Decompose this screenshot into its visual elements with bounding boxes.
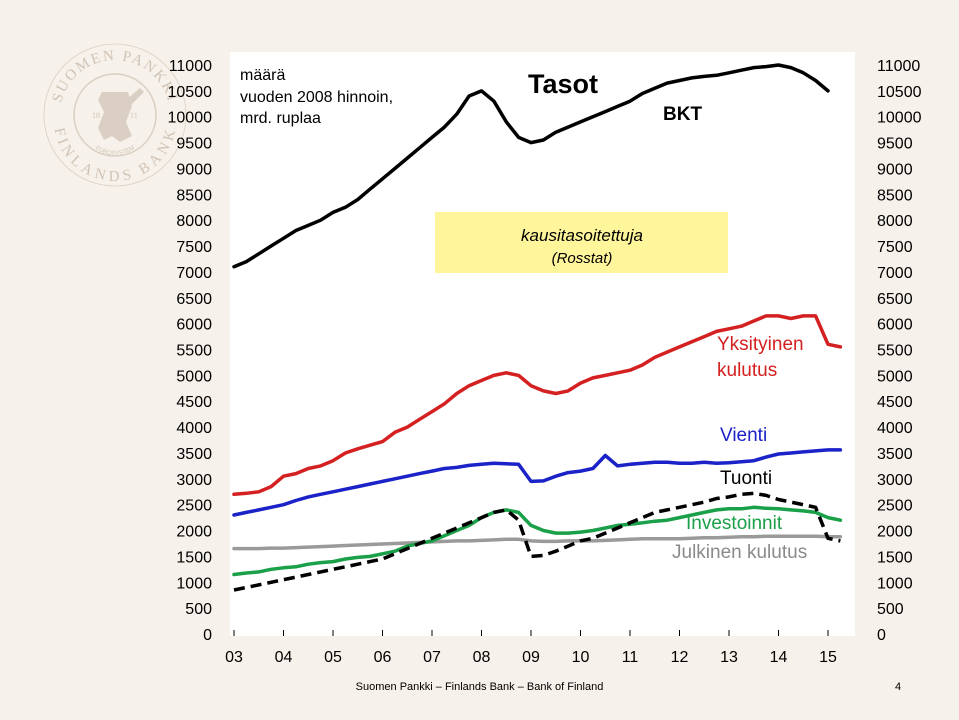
logo-eurosystem-text: EUROSYSTEM — [94, 145, 136, 157]
label-bkt: BKT — [663, 104, 702, 125]
label-public-consumption: Julkinen kulutus — [672, 542, 807, 563]
seasonal-note-box — [435, 212, 728, 273]
y-tick-label-right: 2500 — [877, 498, 913, 515]
y-tick-label-right: 6500 — [877, 291, 913, 308]
y-tick-label-left: 2000 — [176, 524, 212, 541]
y-tick-label-right: 3500 — [877, 446, 913, 463]
label-imports: Tuonti — [720, 468, 772, 489]
y-tick-label-right: 5500 — [877, 343, 913, 360]
y-tick-label-right: 3000 — [877, 472, 913, 489]
y-tick-label-left: 7500 — [176, 239, 212, 256]
y-tick-label-right: 6000 — [877, 317, 913, 334]
y-tick-label-right: 8500 — [877, 187, 913, 204]
logo-year-left: 18 — [92, 111, 100, 120]
unit-note-line-2: vuoden 2008 hinnoin, — [240, 89, 393, 106]
x-tick-label: 06 — [374, 649, 392, 666]
unit-note-line-1: määrä — [240, 67, 285, 84]
y-tick-label-left: 4000 — [176, 420, 212, 437]
label-exports: Vienti — [720, 425, 767, 446]
x-tick-label: 08 — [473, 649, 491, 666]
chart-title: Tasot — [528, 69, 598, 99]
y-axis-right: 0 500 1000 1500 2000 2500 3000 3500 4000 4500 5000… — [877, 58, 922, 644]
bank-logo: SUOMEN PANKKI FINLANDS BANK EUROSYSTEM 1… — [43, 43, 187, 187]
y-tick-label-left: 2500 — [176, 498, 212, 515]
y-tick-label-right: 11000 — [877, 58, 920, 75]
series-line-yksityinen-kulutus — [232, 314, 843, 497]
y-tick-label-right: 9500 — [877, 136, 913, 153]
seasonal-note-line-2: (Rosstat) — [552, 250, 613, 267]
seasonal-note-line-1: kausitasoitettuja — [521, 226, 643, 245]
label-private-consumption-2: kulutus — [717, 360, 777, 381]
y-tick-label-right: 7500 — [877, 239, 913, 256]
x-tick-label: 10 — [572, 649, 590, 666]
y-tick-label-left: 5000 — [176, 368, 212, 385]
x-tick-label: 13 — [720, 649, 738, 666]
x-tick-label: 12 — [671, 649, 689, 666]
x-tick-label: 04 — [275, 649, 293, 666]
y-tick-label-right: 10000 — [877, 110, 922, 127]
page-number: 4 — [895, 681, 902, 693]
x-tick-label: 07 — [423, 649, 441, 666]
y-tick-label-left: 11000 — [169, 58, 212, 75]
y-tick-label-right: 9000 — [877, 161, 913, 178]
y-tick-label-right: 4000 — [877, 420, 913, 437]
series-line-julkinen-kulutus — [232, 534, 843, 551]
y-tick-label-left: 0 — [203, 627, 212, 644]
x-axis: 03 04 05 06 07 08 09 10 11 12 13 14 15 — [225, 630, 837, 666]
y-tick-label-right: 0 — [877, 627, 886, 644]
footer-text: Suomen Pankki – Finlands Bank – Bank of … — [355, 681, 604, 693]
y-tick-label-right: 4500 — [877, 394, 913, 411]
y-tick-label-right: 7000 — [877, 265, 913, 282]
y-tick-label-left: 1500 — [176, 549, 212, 566]
y-tick-label-right: 2000 — [877, 524, 913, 541]
series-line-bkt — [232, 63, 830, 269]
label-private-consumption-1: Yksityinen — [717, 334, 804, 355]
x-tick-label: 11 — [622, 649, 639, 666]
y-tick-label-left: 10500 — [168, 84, 213, 101]
unit-note-line-3: mrd. ruplaa — [240, 110, 321, 127]
y-tick-label-left: 7000 — [176, 265, 212, 282]
y-tick-label-right: 5000 — [877, 368, 913, 385]
y-tick-label-right: 8000 — [877, 213, 913, 230]
y-axis-left: 0 500 1000 1500 2000 2500 3000 3500 4000 4500 5000… — [168, 58, 213, 644]
y-tick-label-left: 6500 — [176, 291, 212, 308]
y-tick-label-left: 8000 — [176, 213, 212, 230]
y-tick-label-left: 500 — [185, 601, 212, 618]
y-tick-label-left: 10000 — [168, 110, 213, 127]
x-tick-label: 15 — [819, 649, 837, 666]
y-tick-label-left: 5500 — [176, 343, 212, 360]
y-tick-label-left: 1000 — [176, 575, 212, 592]
y-tick-label-right: 1500 — [877, 549, 913, 566]
x-tick-label: 14 — [770, 649, 788, 666]
y-tick-label-left: 9500 — [176, 136, 212, 153]
y-tick-label-right: 500 — [877, 601, 904, 618]
plot-area — [230, 52, 855, 636]
y-tick-label-left: 9000 — [176, 161, 212, 178]
y-tick-label-left: 4500 — [176, 394, 212, 411]
y-tick-label-left: 8500 — [176, 187, 212, 204]
y-tick-label-left: 3500 — [176, 446, 212, 463]
x-tick-label: 09 — [522, 649, 540, 666]
y-tick-label-right: 10500 — [877, 84, 922, 101]
series-line-investoinnit — [232, 505, 843, 577]
y-tick-label-left: 6000 — [176, 317, 212, 334]
svg-text:EUROSYSTEM: EUROSYSTEM — [94, 145, 136, 157]
y-tick-label-left: 3000 — [176, 472, 212, 489]
y-tick-label-right: 1000 — [877, 575, 913, 592]
x-tick-label: 03 — [225, 649, 243, 666]
series-line-vienti — [232, 448, 843, 517]
logo-year-right: 11 — [130, 111, 138, 120]
label-investments: Investoinnit — [686, 513, 783, 534]
x-tick-label: 05 — [324, 649, 342, 666]
series-layer — [232, 63, 843, 592]
series-line-tuonti — [233, 491, 841, 592]
